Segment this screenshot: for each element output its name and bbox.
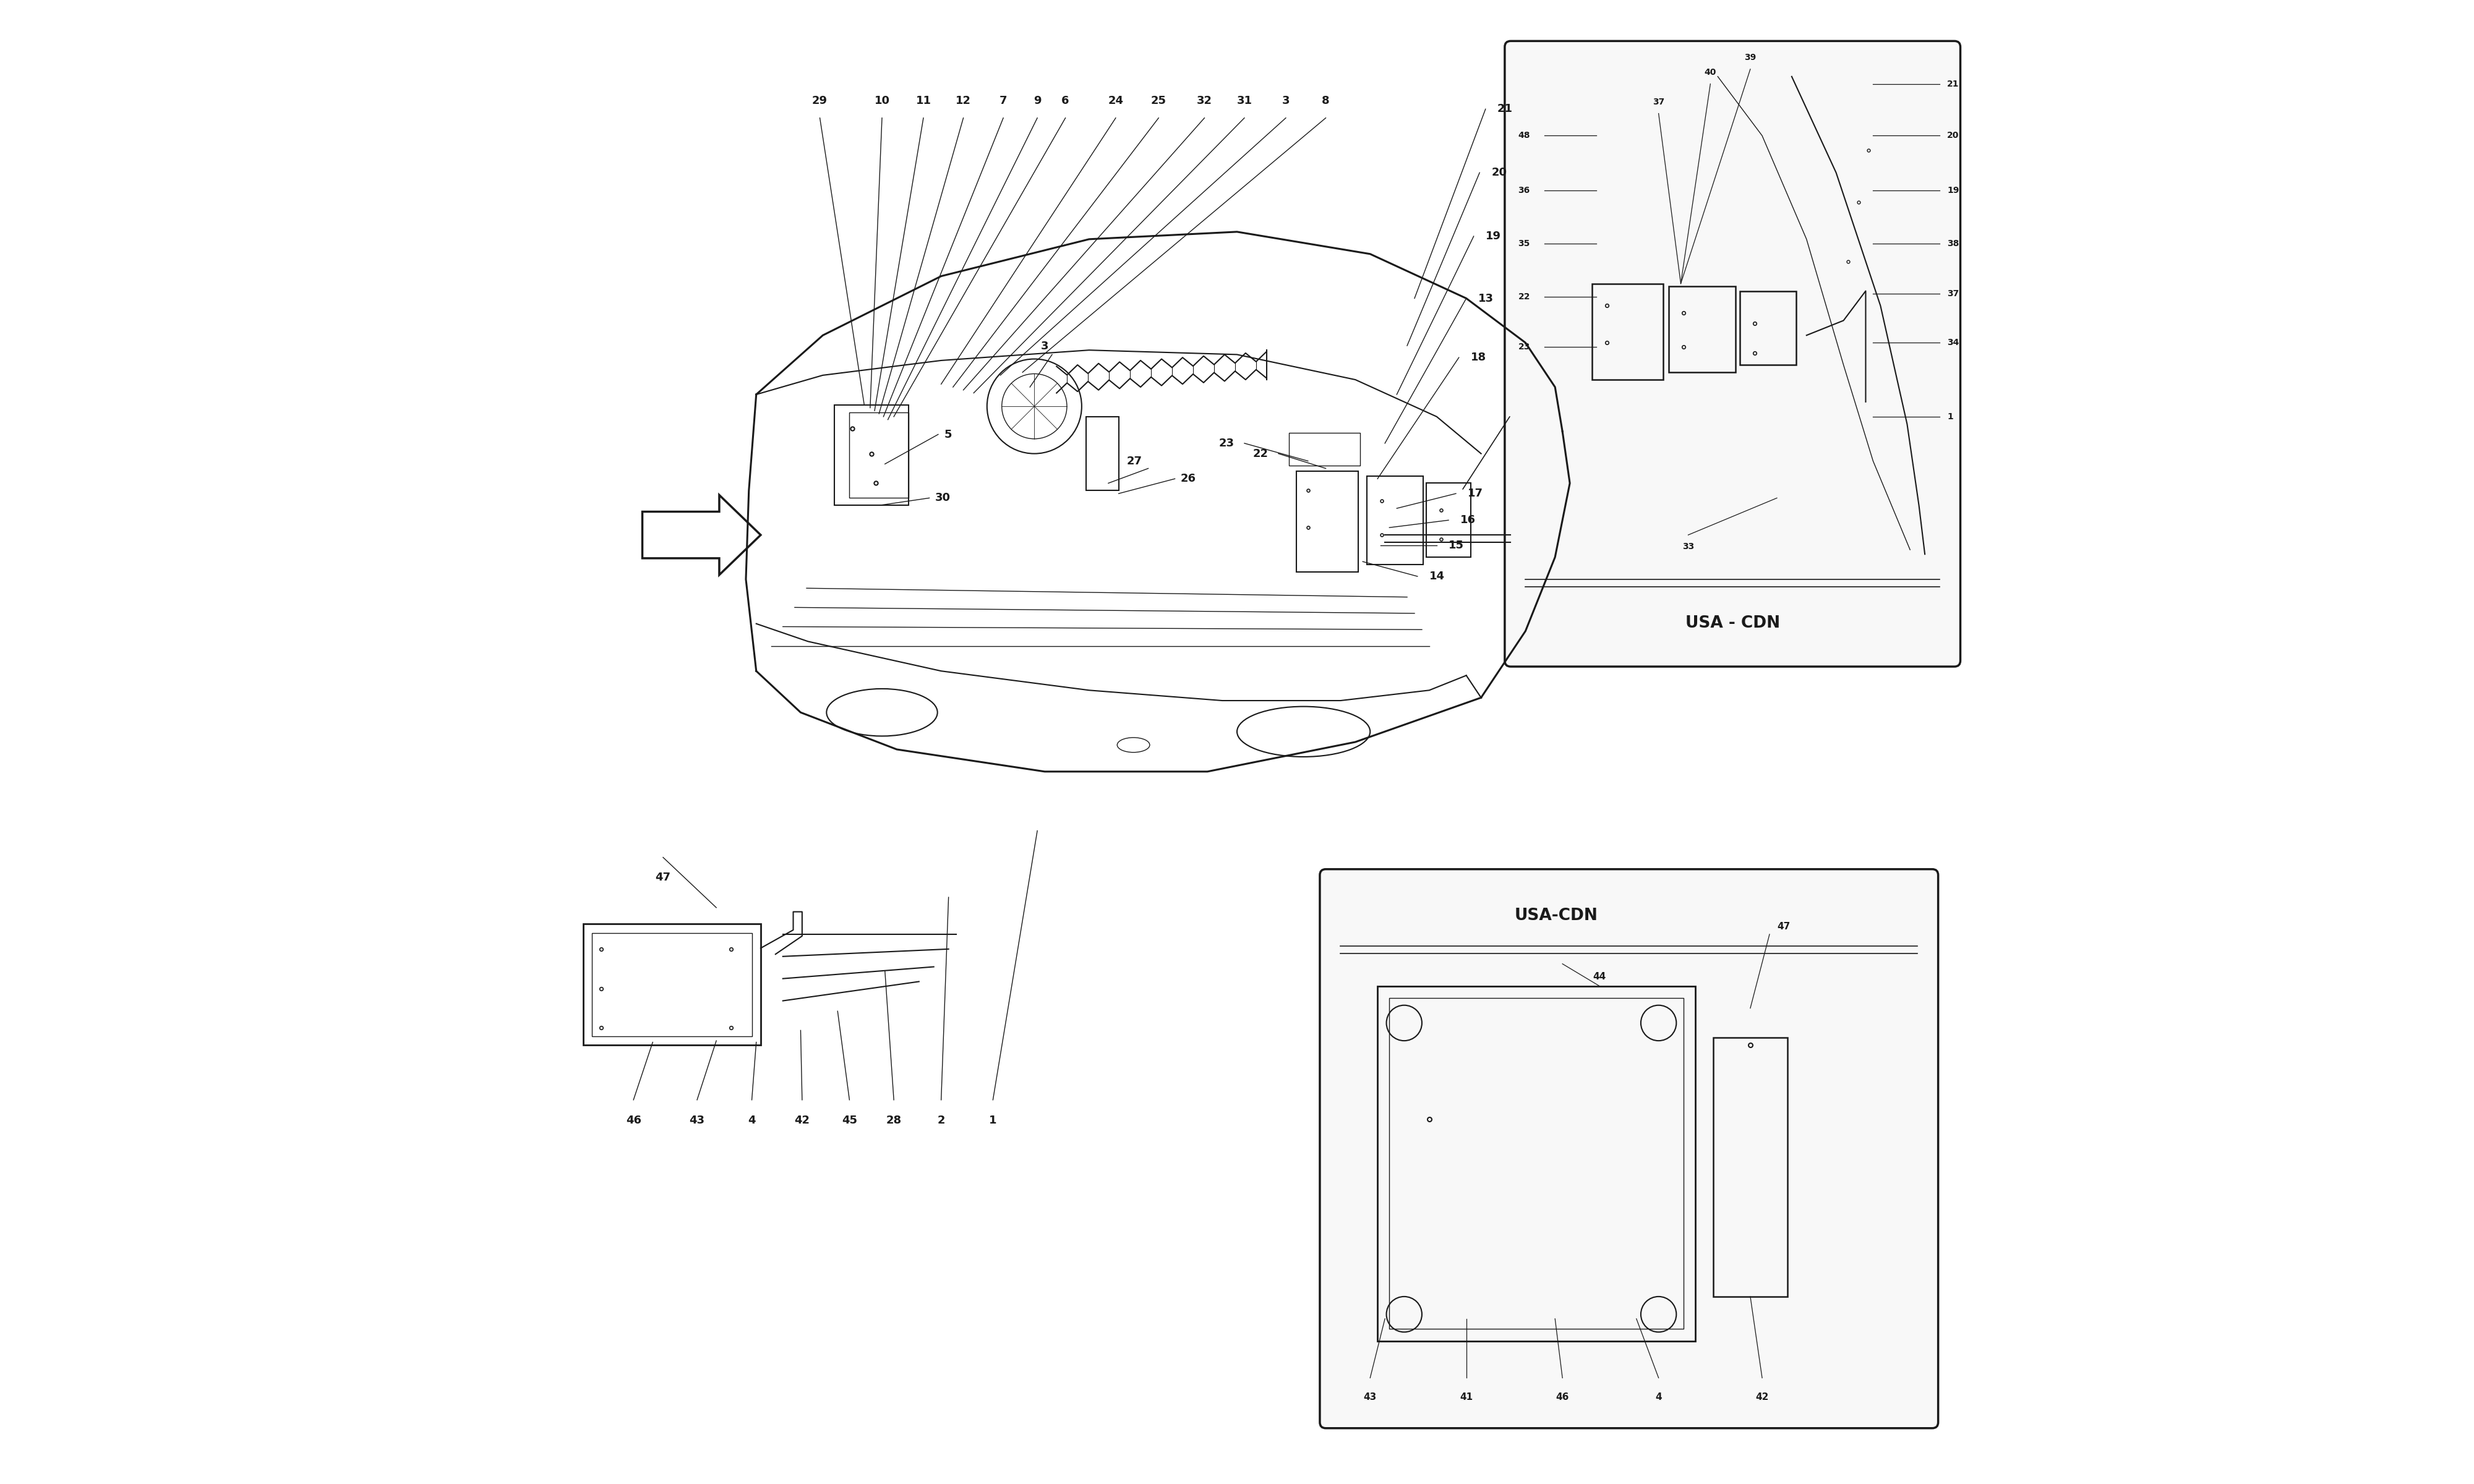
Text: 32: 32	[1197, 95, 1212, 105]
Text: 42: 42	[1757, 1392, 1769, 1402]
Text: 18: 18	[1470, 352, 1487, 364]
Text: 26: 26	[1180, 473, 1197, 484]
Text: 46: 46	[1556, 1392, 1569, 1402]
Text: 6: 6	[1061, 95, 1069, 105]
Text: 27: 27	[1126, 456, 1143, 467]
Text: 44: 44	[1593, 972, 1606, 981]
Text: 19: 19	[1484, 230, 1502, 242]
Text: 4: 4	[1655, 1392, 1663, 1402]
Text: USA-CDN: USA-CDN	[1514, 908, 1598, 923]
Text: 20: 20	[1492, 168, 1507, 178]
Text: 34: 34	[1947, 338, 1959, 347]
Text: 42: 42	[794, 1114, 809, 1126]
Text: 3: 3	[1282, 95, 1289, 105]
Text: 15: 15	[1450, 540, 1465, 551]
Text: 16: 16	[1460, 515, 1477, 525]
Text: 46: 46	[626, 1114, 641, 1126]
Text: 8: 8	[1321, 95, 1329, 105]
Text: 7: 7	[999, 95, 1007, 105]
Text: 38: 38	[1947, 239, 1959, 248]
Text: 1: 1	[1947, 413, 1952, 421]
Text: 43: 43	[1363, 1392, 1376, 1402]
Text: 40: 40	[1705, 68, 1717, 77]
Text: 1: 1	[990, 1114, 997, 1126]
Text: 43: 43	[690, 1114, 705, 1126]
Text: 20: 20	[1947, 132, 1959, 139]
Text: 31: 31	[1237, 95, 1252, 105]
Text: 12: 12	[955, 95, 972, 105]
Text: 4: 4	[747, 1114, 755, 1126]
Text: 36: 36	[1519, 186, 1529, 194]
Text: 41: 41	[1460, 1392, 1472, 1402]
Text: 17: 17	[1467, 488, 1484, 499]
Text: 29: 29	[811, 95, 829, 105]
FancyBboxPatch shape	[1504, 42, 1959, 666]
Text: 37: 37	[1947, 289, 1959, 298]
Text: USA - CDN: USA - CDN	[1685, 614, 1779, 631]
Text: 13: 13	[1477, 292, 1494, 304]
Text: 3: 3	[1042, 340, 1049, 352]
Text: 33: 33	[1682, 542, 1695, 551]
Text: 9: 9	[1034, 95, 1042, 105]
Text: 45: 45	[841, 1114, 856, 1126]
Text: 28: 28	[886, 1114, 901, 1126]
Text: 37: 37	[1653, 98, 1665, 105]
Text: 25: 25	[1150, 95, 1165, 105]
Text: 19: 19	[1947, 186, 1959, 194]
Text: 22: 22	[1252, 448, 1269, 459]
Text: 48: 48	[1519, 132, 1529, 139]
Text: 23: 23	[1519, 343, 1529, 352]
Text: 24: 24	[1108, 95, 1123, 105]
Text: 35: 35	[1519, 239, 1529, 248]
Text: 5: 5	[945, 429, 952, 439]
Text: 23: 23	[1220, 438, 1235, 448]
Text: 2: 2	[938, 1114, 945, 1126]
Text: 22: 22	[1519, 292, 1529, 301]
Polygon shape	[643, 496, 760, 574]
Text: 47: 47	[1776, 922, 1791, 932]
Text: 14: 14	[1430, 571, 1445, 582]
Text: 21: 21	[1497, 104, 1512, 114]
FancyBboxPatch shape	[1319, 870, 1937, 1428]
Text: 30: 30	[935, 493, 950, 503]
Text: 47: 47	[656, 873, 670, 883]
Text: 39: 39	[1744, 53, 1757, 62]
Text: 21: 21	[1947, 80, 1959, 88]
Text: 10: 10	[873, 95, 891, 105]
Text: 11: 11	[915, 95, 930, 105]
